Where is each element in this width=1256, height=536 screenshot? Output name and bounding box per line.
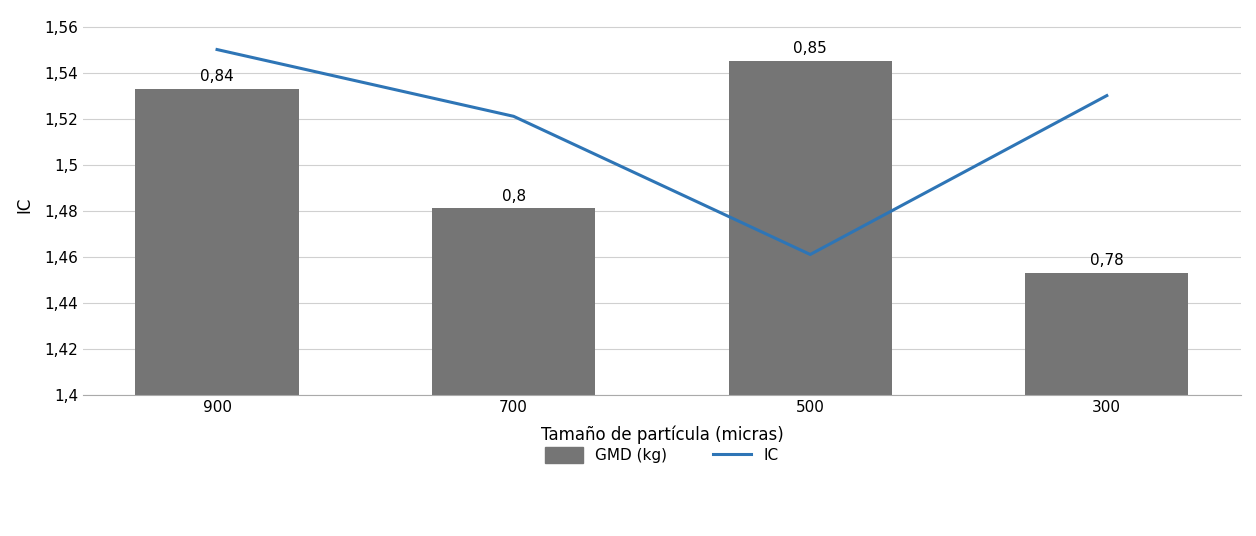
Bar xyxy=(432,209,595,395)
Text: 0,8: 0,8 xyxy=(501,189,526,204)
Bar xyxy=(728,61,892,395)
Bar xyxy=(136,88,299,395)
Text: 0,85: 0,85 xyxy=(794,41,828,56)
Bar xyxy=(1025,273,1188,395)
Text: 0,84: 0,84 xyxy=(200,69,234,84)
X-axis label: Tamaño de partícula (micras): Tamaño de partícula (micras) xyxy=(540,426,784,444)
Legend: GMD (kg), IC: GMD (kg), IC xyxy=(538,440,786,471)
Text: 0,78: 0,78 xyxy=(1090,254,1124,269)
Y-axis label: IC: IC xyxy=(15,197,33,213)
